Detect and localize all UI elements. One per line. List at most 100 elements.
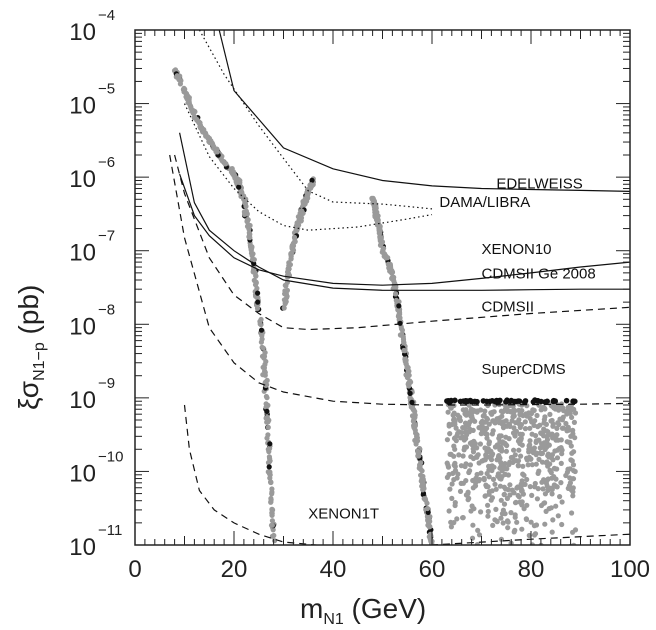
data-point	[540, 486, 546, 492]
data-point	[481, 412, 487, 418]
data-point	[484, 431, 490, 437]
data-point	[377, 242, 384, 248]
data-point	[570, 493, 576, 499]
data-point	[176, 76, 182, 82]
data-point	[532, 418, 538, 424]
data-point	[397, 320, 403, 326]
data-point	[403, 361, 409, 367]
data-point	[505, 487, 511, 493]
data-point	[465, 491, 471, 497]
data-point	[552, 448, 558, 454]
data-point	[233, 175, 240, 181]
data-point	[541, 426, 547, 432]
data-point	[513, 428, 520, 434]
data-point	[414, 433, 420, 439]
data-point	[482, 408, 488, 414]
data-point	[192, 109, 198, 115]
label-supercdms: SuperCDMS	[482, 361, 566, 378]
x-tick-label: 60	[419, 556, 446, 583]
data-point	[519, 481, 526, 487]
data-point	[515, 484, 521, 490]
data-point	[538, 398, 544, 405]
data-point	[488, 449, 494, 455]
data-point	[269, 518, 275, 524]
data-point	[550, 457, 556, 463]
data-point	[285, 269, 291, 275]
data-point	[503, 465, 509, 472]
y-tick-exponent: −8	[98, 301, 115, 318]
data-point	[521, 506, 527, 512]
data-point	[458, 480, 464, 486]
data-point	[516, 494, 522, 500]
data-point	[517, 440, 523, 447]
data-point	[468, 398, 475, 405]
data-point	[451, 410, 457, 416]
curve-xenon1t	[183, 404, 630, 545]
data-point	[516, 447, 522, 453]
data-point	[405, 369, 411, 375]
data-point	[446, 508, 452, 514]
data-point	[420, 487, 426, 493]
label-edelweiss: EDELWEISS	[496, 176, 582, 193]
data-point	[383, 254, 389, 260]
data-point	[266, 471, 273, 477]
data-point	[462, 425, 468, 431]
y-tick-label: 10	[69, 166, 96, 193]
data-point	[564, 411, 570, 417]
data-point	[309, 183, 315, 189]
data-point	[447, 431, 453, 437]
data-point	[490, 418, 496, 424]
data-point	[499, 448, 505, 454]
data-point	[445, 462, 451, 468]
data-point	[534, 412, 540, 419]
data-point	[551, 482, 558, 488]
data-point	[542, 500, 548, 506]
data-point	[467, 440, 473, 446]
y-tick-exponent: −10	[98, 448, 123, 465]
data-point	[467, 468, 473, 474]
data-point	[267, 475, 273, 481]
data-point	[504, 518, 511, 524]
data-point	[172, 67, 179, 73]
data-point	[483, 453, 489, 459]
data-point	[251, 277, 257, 283]
data-point	[570, 431, 576, 437]
data-point	[463, 412, 469, 418]
data-point	[266, 459, 273, 465]
data-point	[556, 407, 562, 413]
data-point	[458, 463, 464, 469]
data-point	[496, 443, 502, 449]
data-point	[261, 365, 267, 371]
data-point	[412, 427, 418, 433]
data-point	[539, 459, 546, 465]
curve-dama-libra	[183, 103, 433, 231]
data-point	[537, 445, 543, 451]
data-point	[522, 419, 528, 425]
data-point	[479, 458, 485, 464]
data-point	[272, 538, 278, 544]
data-point	[498, 459, 504, 466]
data-point	[448, 397, 455, 404]
data-point	[514, 519, 520, 525]
data-point	[268, 495, 274, 502]
data-point	[520, 471, 526, 477]
data-point	[476, 478, 482, 484]
data-point	[527, 415, 533, 422]
data-point	[259, 336, 265, 342]
data-point	[468, 508, 474, 514]
data-point	[503, 434, 509, 440]
x-tick-label: 80	[518, 556, 545, 583]
data-point	[547, 411, 553, 417]
data-point	[255, 299, 261, 305]
data-point	[527, 425, 533, 431]
data-point	[192, 114, 198, 120]
data-point	[268, 479, 274, 485]
data-point	[510, 447, 517, 453]
data-point	[568, 443, 574, 449]
data-point	[558, 480, 564, 486]
data-point	[177, 81, 183, 87]
data-point	[564, 428, 570, 434]
curve-cdmsii	[174, 154, 630, 331]
y-tick-label: 10	[69, 387, 96, 414]
data-point	[569, 414, 575, 420]
